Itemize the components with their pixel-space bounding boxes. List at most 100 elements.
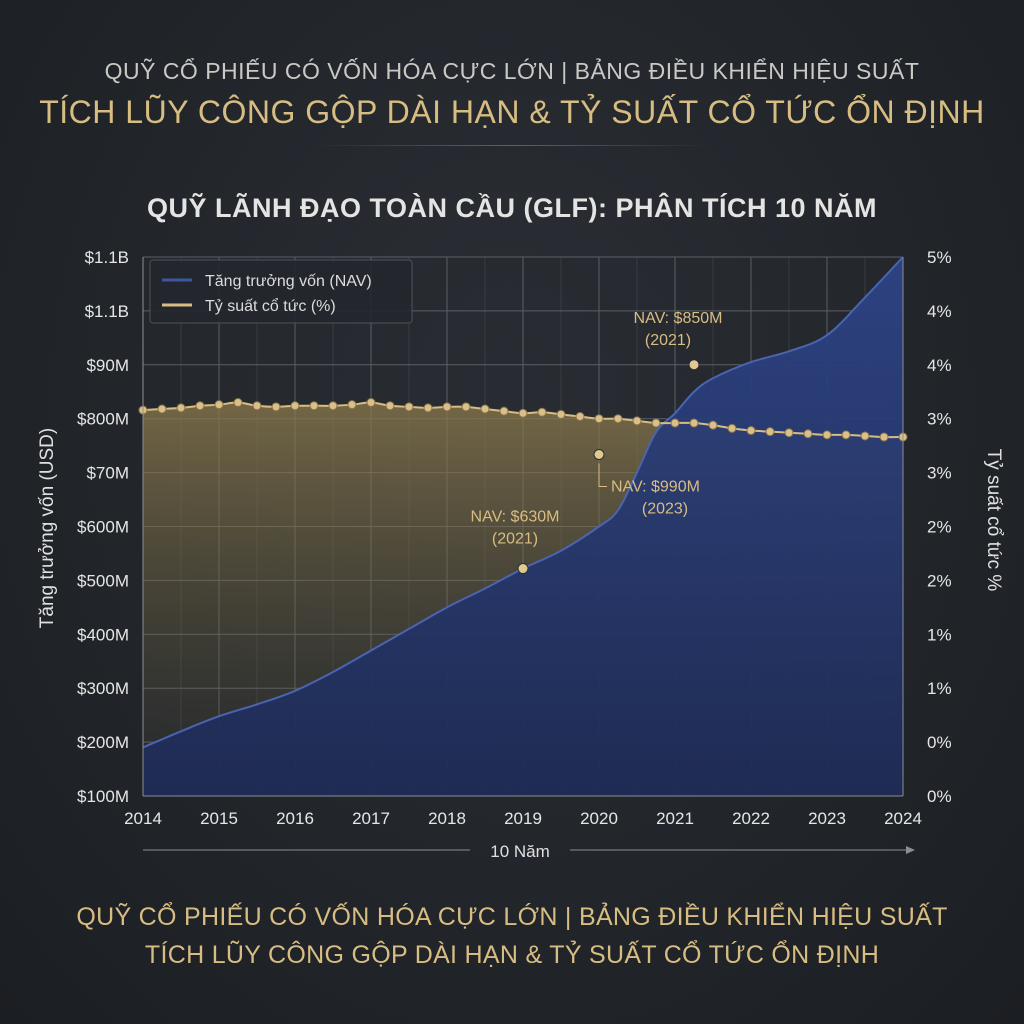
dividend-point	[518, 408, 528, 418]
dividend-point	[632, 416, 642, 426]
dividend-point	[271, 402, 281, 412]
dividend-point	[252, 401, 262, 411]
header-divider	[312, 145, 712, 146]
dividend-point	[385, 401, 395, 411]
dividend-point	[442, 402, 452, 412]
x-tick-label: 2020	[580, 809, 618, 828]
footer-title: TÍCH LŨY CÔNG GỘP DÀI HẠN & TỶ SUẤT CỔ T…	[144, 941, 880, 969]
dividend-point	[727, 423, 737, 433]
dividend-point	[594, 414, 604, 424]
dividend-point	[480, 404, 490, 414]
annotation-sub: (2021)	[492, 531, 538, 548]
annotation-marker	[688, 359, 700, 371]
y2-axis-title: Tỷ suất cổ tức %	[983, 449, 1004, 592]
legend-label-dividend: Tỷ suất cổ tức (%)	[205, 297, 336, 315]
axes: $100M 0% $200M 0% $300M 1% $400M 1% $500M 2% $600M…	[77, 248, 952, 828]
dividend-point	[176, 403, 186, 413]
dividend-point	[347, 400, 357, 410]
x-tick-label: 2019	[504, 809, 542, 828]
dividend-point	[651, 418, 661, 428]
dividend-point	[157, 404, 167, 414]
footer-subtitle: QUỸ CỔ PHIẾU CÓ VỐN HÓA CỰC LỚN | BẢNG Đ…	[76, 903, 948, 931]
y-tick-label: $90M	[86, 356, 129, 375]
y-tick-label: $500M	[77, 571, 129, 590]
dividend-point	[822, 430, 832, 440]
y-tick-label: $200M	[77, 733, 129, 752]
dividend-point	[537, 407, 547, 417]
dividend-point	[841, 430, 851, 440]
dividend-point	[803, 429, 813, 439]
y2-tick-label: 4%	[927, 356, 952, 375]
dividend-point	[214, 400, 224, 410]
y2-tick-label: 5%	[927, 248, 952, 267]
y-tick-label: $300M	[77, 679, 129, 698]
annotation-marker	[517, 563, 529, 575]
annotation-label: NAV: $990M	[611, 479, 700, 496]
header-title: TÍCH LŨY CÔNG GỘP DÀI HẠN & TỶ SUẤT CỔ T…	[39, 94, 985, 130]
x-tick-label: 2023	[808, 809, 846, 828]
y2-tick-label: 0%	[927, 787, 952, 806]
dividend-point	[556, 409, 566, 419]
dividend-point	[575, 412, 585, 422]
legend-box	[149, 259, 413, 324]
x-tick-label: 2018	[428, 809, 466, 828]
dividend-point	[670, 418, 680, 428]
dividend-point	[613, 414, 623, 424]
y2-tick-label: 4%	[927, 302, 952, 321]
y2-tick-label: 1%	[927, 625, 952, 644]
chart-title: QUỸ LÃNH ĐẠO TOÀN CẦU (GLF): PHÂN TÍCH 1…	[147, 193, 877, 223]
y-tick-label: $800M	[77, 410, 129, 429]
y-tick-label: $400M	[77, 625, 129, 644]
x-tick-label: 2017	[352, 809, 390, 828]
dividend-point	[195, 401, 205, 411]
y-tick-label: $1.1B	[85, 302, 129, 321]
x-axis-arrow	[143, 846, 915, 854]
y2-tick-label: 3%	[927, 410, 952, 429]
dividend-point	[499, 406, 509, 416]
dividend-point	[689, 418, 699, 428]
y-tick-label: $600M	[77, 518, 129, 537]
x-tick-label: 2014	[124, 809, 162, 828]
legend-label-nav: Tăng trưởng vốn (NAV)	[205, 273, 372, 290]
dividend-point	[290, 401, 300, 411]
x-axis-title: 10 Năm	[490, 842, 550, 861]
x-tick-label: 2021	[656, 809, 694, 828]
dividend-point	[404, 402, 414, 412]
y-tick-label: $1.1B	[85, 248, 129, 267]
dividend-point	[461, 402, 471, 412]
nav-line	[142, 256, 904, 749]
annotation-sub: (2021)	[645, 332, 691, 349]
dividend-point	[366, 398, 376, 408]
y-axis-title: Tăng trưởng vốn (USD)	[37, 428, 58, 628]
y2-tick-label: 2%	[927, 571, 952, 590]
dividend-point	[233, 398, 243, 408]
dividend-point	[784, 428, 794, 438]
annotation-leader	[598, 463, 607, 487]
y2-tick-label: 0%	[927, 733, 952, 752]
y-tick-label: $70M	[86, 464, 129, 483]
annotations: NAV: $630M (2021) NAV: $990M (2023) NAV: $85…	[471, 310, 723, 575]
y2-tick-label: 2%	[927, 518, 952, 537]
dividend-point	[328, 401, 338, 411]
y-tick-label: $100M	[77, 787, 129, 806]
dividend-point	[879, 432, 889, 442]
dividend-point	[309, 401, 319, 411]
plot-area	[138, 256, 908, 796]
annotation-label: NAV: $630M	[471, 509, 560, 526]
dividend-point	[423, 403, 433, 413]
dividend-point	[860, 431, 870, 441]
y2-tick-label: 3%	[927, 464, 952, 483]
x-tick-label: 2015	[200, 809, 238, 828]
header-subtitle: QUỸ CỔ PHIẾU CÓ VỐN HÓA CỰC LỚN | BẢNG Đ…	[104, 58, 920, 84]
x-tick-label: 2022	[732, 809, 770, 828]
annotation-label: NAV: $850M	[634, 310, 723, 327]
dividend-point	[746, 426, 756, 436]
legend: Tăng trưởng vốn (NAV) Tỷ suất cổ tức (%)	[149, 259, 413, 324]
annotation-marker	[593, 449, 605, 460]
annotation-sub: (2023)	[642, 501, 688, 518]
x-tick-label: 2016	[276, 809, 314, 828]
dividend-point	[765, 427, 775, 437]
y2-tick-label: 1%	[927, 679, 952, 698]
nav-area	[143, 257, 903, 796]
